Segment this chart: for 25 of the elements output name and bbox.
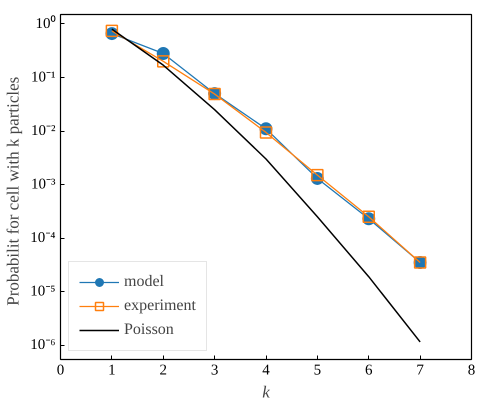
x-tick-label: 3 (210, 362, 218, 378)
x-tick-label: 6 (365, 362, 373, 378)
y-axis-title: Probabilit for cell with k particles (3, 76, 22, 306)
y-tick-label: 10⁻⁴ (30, 230, 56, 246)
x-tick-label: 1 (108, 362, 116, 378)
x-tick-label: 8 (468, 362, 476, 378)
x-tick-label: 5 (314, 362, 322, 378)
y-tick-label: 10⁻¹ (31, 69, 56, 86)
point (157, 55, 170, 68)
y-tick-label: 10⁻⁵ (30, 284, 56, 300)
y-tick-label: 10⁻⁶ (30, 337, 56, 354)
x-tick-label: 2 (160, 362, 167, 378)
y-tick-label: 10⁻³ (31, 176, 56, 193)
point (311, 168, 324, 182)
point (106, 24, 118, 38)
y-tick-label: 10⁻² (31, 123, 56, 140)
legend-label: Poisson (124, 321, 174, 339)
x-tick-label: 0 (56, 362, 64, 378)
legend-label: experiment (124, 297, 196, 315)
point (260, 126, 272, 139)
x-tick-label: 4 (262, 362, 270, 378)
y-tick-label: 10⁰ (36, 14, 56, 32)
legend-label: model (124, 273, 164, 291)
x-axis-title: k (262, 382, 270, 402)
x-tick-label: 7 (416, 362, 424, 378)
